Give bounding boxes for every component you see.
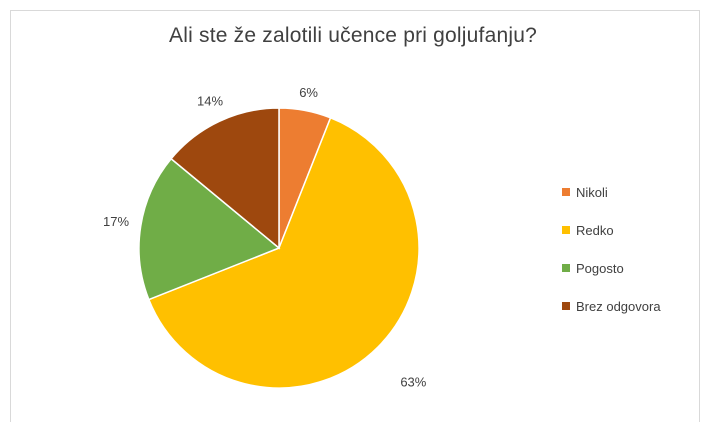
pie-data-labels: 6% 63% 17% 14% <box>103 85 427 390</box>
legend-swatch <box>562 264 570 272</box>
data-label-redko: 63% <box>400 374 426 389</box>
data-label-brez-odgovora: 14% <box>197 93 223 108</box>
chart-title: Ali ste že zalotili učence pri goljufanj… <box>169 24 537 47</box>
legend-label: Redko <box>576 222 614 238</box>
pie-slice-pogosto <box>138 157 281 301</box>
data-label-pogosto: 17% <box>103 214 129 229</box>
legend-item-pogosto: Pogosto <box>562 258 661 278</box>
legend-item-redko: Redko <box>562 220 661 240</box>
legend-label: Brez odgovora <box>576 298 661 314</box>
legend: Nikoli Redko Pogosto Brez odgovora <box>562 182 661 334</box>
legend-item-nikoli: Nikoli <box>562 182 661 202</box>
pie-slice-brez-odgovora <box>170 107 280 250</box>
legend-label: Pogosto <box>576 260 624 276</box>
data-label-nikoli: 6% <box>299 85 318 100</box>
legend-swatch <box>562 226 570 234</box>
legend-swatch <box>562 188 570 196</box>
legend-swatch <box>562 302 570 310</box>
legend-label: Nikoli <box>576 184 608 200</box>
pie-slice-redko <box>147 116 420 389</box>
pie-slices <box>138 107 420 389</box>
legend-item-brez-odgovora: Brez odgovora <box>562 296 661 316</box>
